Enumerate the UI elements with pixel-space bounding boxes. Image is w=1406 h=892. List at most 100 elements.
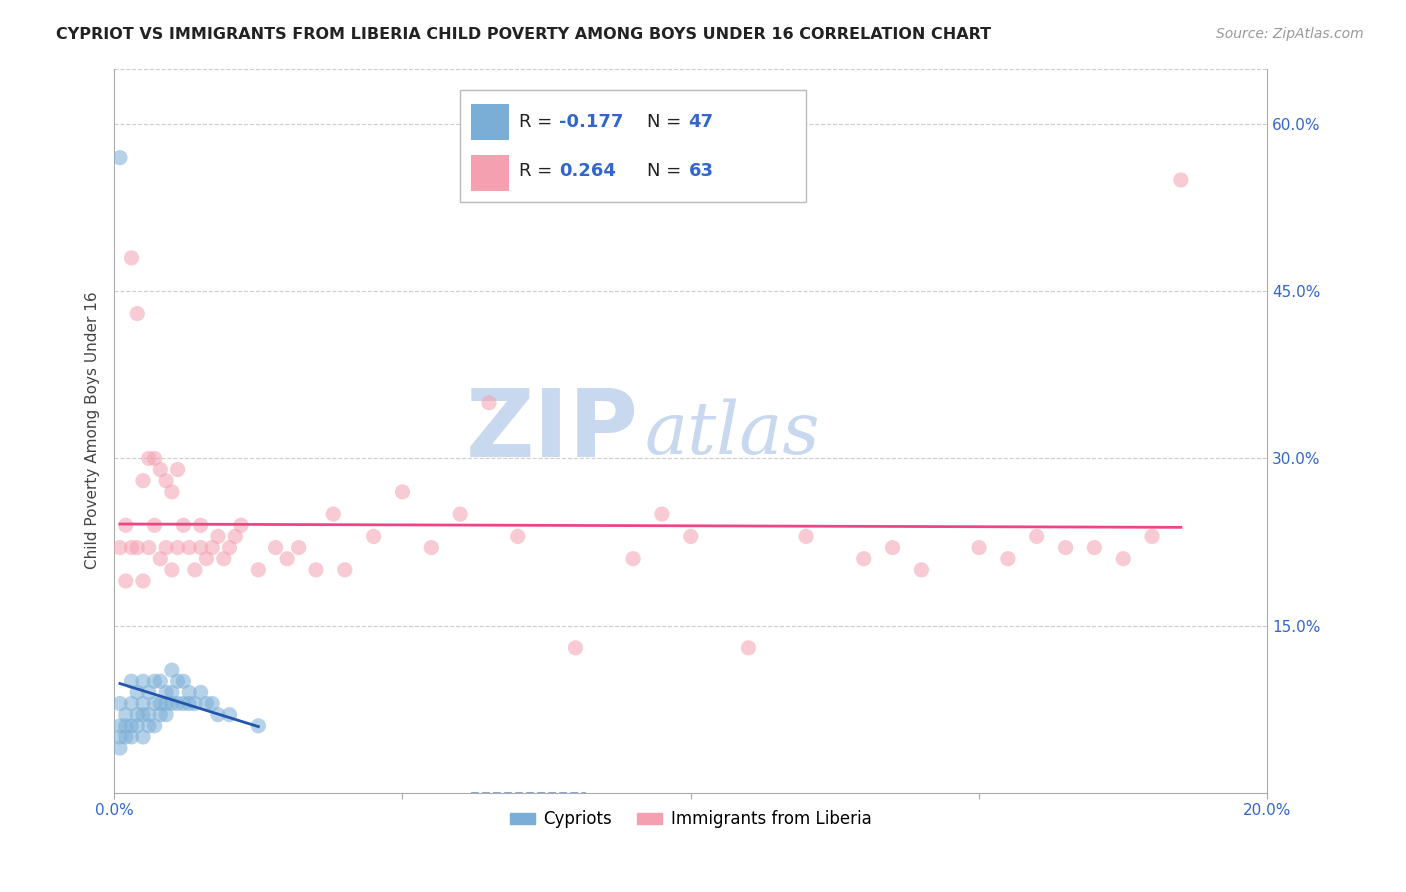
Legend: Cypriots, Immigrants from Liberia: Cypriots, Immigrants from Liberia	[503, 804, 877, 835]
Point	[138, 685, 160, 699]
Point	[160, 685, 183, 699]
Point	[143, 719, 166, 733]
Point	[229, 518, 252, 533]
Point	[1140, 529, 1163, 543]
Point	[108, 541, 131, 555]
Point	[160, 484, 183, 499]
Point	[108, 719, 131, 733]
Point	[132, 674, 155, 689]
Text: Source: ZipAtlas.com: Source: ZipAtlas.com	[1216, 27, 1364, 41]
Point	[506, 529, 529, 543]
Point	[621, 551, 644, 566]
Point	[132, 730, 155, 744]
Point	[114, 730, 136, 744]
Point	[132, 574, 155, 588]
Point	[160, 697, 183, 711]
Point	[121, 541, 143, 555]
Point	[172, 697, 194, 711]
Point	[108, 697, 131, 711]
Point	[155, 697, 177, 711]
Point	[1025, 529, 1047, 543]
Point	[224, 529, 246, 543]
Point	[143, 674, 166, 689]
Point	[195, 697, 218, 711]
Point	[201, 697, 224, 711]
Point	[179, 541, 201, 555]
Point	[172, 674, 194, 689]
Point	[166, 697, 188, 711]
Point	[184, 563, 207, 577]
Point	[737, 640, 759, 655]
Point	[1170, 173, 1192, 187]
Point	[160, 663, 183, 677]
Point	[207, 707, 229, 722]
Point	[143, 451, 166, 466]
Text: ZIP: ZIP	[465, 384, 638, 476]
Point	[155, 474, 177, 488]
Point	[333, 563, 356, 577]
Point	[172, 518, 194, 533]
Point	[247, 719, 270, 733]
Point	[121, 697, 143, 711]
Point	[138, 719, 160, 733]
Point	[1083, 541, 1105, 555]
Text: CYPRIOT VS IMMIGRANTS FROM LIBERIA CHILD POVERTY AMONG BOYS UNDER 16 CORRELATION: CYPRIOT VS IMMIGRANTS FROM LIBERIA CHILD…	[56, 27, 991, 42]
Point	[132, 707, 155, 722]
Point	[247, 563, 270, 577]
Point	[149, 462, 172, 476]
Point	[287, 541, 309, 555]
Point	[179, 685, 201, 699]
Point	[132, 474, 155, 488]
Point	[478, 395, 501, 409]
Point	[882, 541, 904, 555]
Point	[155, 707, 177, 722]
Point	[391, 484, 413, 499]
Point	[155, 541, 177, 555]
Point	[149, 551, 172, 566]
Point	[1054, 541, 1077, 555]
Point	[190, 541, 212, 555]
Point	[108, 741, 131, 756]
Point	[218, 707, 240, 722]
Point	[218, 541, 240, 555]
Point	[155, 685, 177, 699]
Point	[127, 707, 149, 722]
Point	[997, 551, 1019, 566]
Point	[114, 518, 136, 533]
Point	[207, 529, 229, 543]
Text: atlas: atlas	[644, 399, 820, 469]
Point	[138, 451, 160, 466]
Point	[184, 697, 207, 711]
Point	[149, 697, 172, 711]
Point	[149, 707, 172, 722]
Point	[201, 541, 224, 555]
Point	[108, 151, 131, 165]
Point	[114, 574, 136, 588]
Point	[564, 640, 586, 655]
Point	[114, 707, 136, 722]
Point	[190, 685, 212, 699]
Point	[852, 551, 875, 566]
Point	[166, 541, 188, 555]
Point	[108, 730, 131, 744]
Point	[794, 529, 817, 543]
Y-axis label: Child Poverty Among Boys Under 16: Child Poverty Among Boys Under 16	[86, 292, 100, 569]
Point	[967, 541, 990, 555]
Point	[121, 719, 143, 733]
Point	[143, 518, 166, 533]
Point	[127, 541, 149, 555]
Point	[138, 707, 160, 722]
Point	[276, 551, 298, 566]
Point	[212, 551, 235, 566]
Point	[166, 462, 188, 476]
Point	[322, 507, 344, 521]
Point	[114, 719, 136, 733]
Point	[305, 563, 328, 577]
Point	[121, 674, 143, 689]
Point	[132, 697, 155, 711]
Point	[127, 685, 149, 699]
Point	[910, 563, 932, 577]
Point	[190, 518, 212, 533]
Point	[143, 697, 166, 711]
Point	[679, 529, 702, 543]
